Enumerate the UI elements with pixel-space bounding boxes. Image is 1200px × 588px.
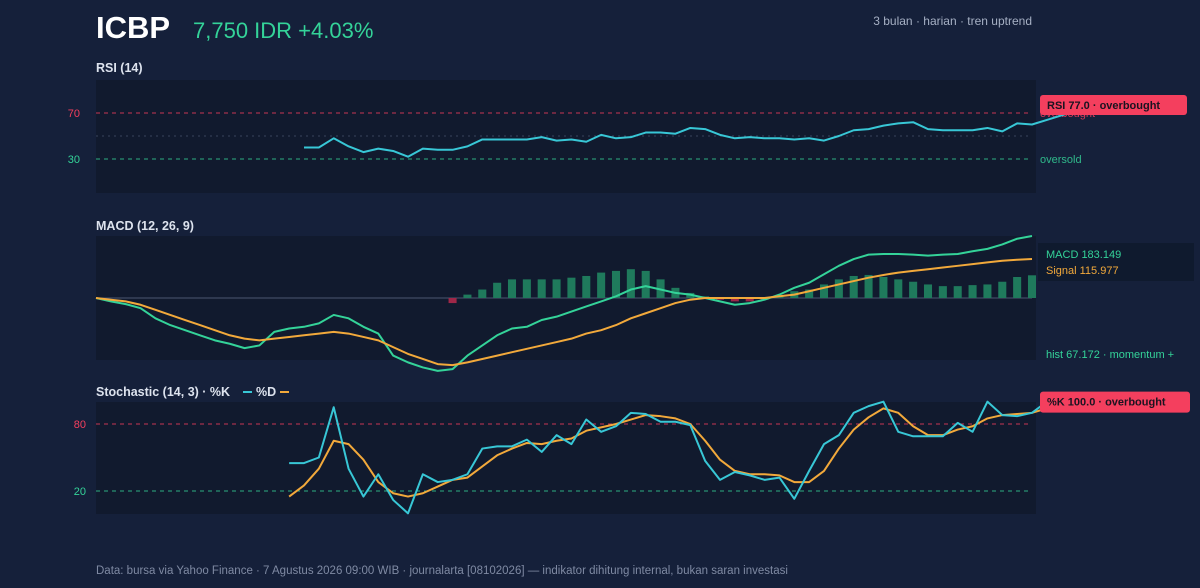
macd-hist-bar xyxy=(1027,275,1037,298)
macd-hist-bar xyxy=(522,279,531,298)
macd-hist-bar xyxy=(819,284,829,298)
stoch-panel xyxy=(96,402,1036,514)
macd-hist-bar xyxy=(626,269,635,298)
stoch-legend: %D xyxy=(243,385,289,399)
macd-hist-bar xyxy=(968,285,977,298)
rsi-badge-text: RSI 77.0 · overbought xyxy=(1047,100,1160,112)
stoch-title-text: Stochastic (14, 3) · %K xyxy=(96,385,230,399)
rsi-tick-30: 30 xyxy=(68,154,80,166)
macd-hist-bar xyxy=(567,277,576,298)
macd-hist-bar xyxy=(611,270,621,298)
macd-hist-bar xyxy=(938,286,947,298)
macd-hist-bar xyxy=(998,281,1007,298)
stoch-line-k xyxy=(289,400,1048,515)
macd-hist-bar xyxy=(849,275,858,298)
macd-value-signal: Signal 115.977 xyxy=(1046,265,1119,277)
macd-hist-bar xyxy=(953,286,962,298)
macd-value-macd: MACD 183.149 xyxy=(1046,249,1121,261)
macd-hist-bar xyxy=(745,298,754,302)
macd-hist-bar xyxy=(507,279,517,298)
stoch-plot: 80 20 %K 100.0 · overbought xyxy=(74,391,1190,515)
macd-hist-bar xyxy=(730,298,739,302)
rsi-title: RSI (14) xyxy=(96,61,143,75)
macd-hist-bar xyxy=(448,298,457,304)
macd-line-signal xyxy=(95,258,1033,367)
macd-hist-bar xyxy=(597,272,606,298)
stoch-legend-d-label: %D xyxy=(256,385,276,399)
stoch-badge-text: %K 100.0 · overbought xyxy=(1047,397,1166,409)
macd-hist-bar xyxy=(834,279,843,298)
macd-title: MACD (12, 26, 9) xyxy=(96,219,194,233)
macd-value-box xyxy=(1038,243,1194,281)
macd-hist-bar xyxy=(894,279,903,298)
macd-hist-bar xyxy=(879,276,888,298)
price-change: 7,750 IDR +4.03% xyxy=(193,18,373,43)
stoch-title: Stochastic (14, 3) · %K xyxy=(96,385,230,399)
macd-hist-label: hist 67.172 · momentum + xyxy=(1046,349,1174,361)
macd-hist-bar xyxy=(1013,276,1022,298)
stoch-badge xyxy=(1040,391,1190,413)
macd-hist-bar xyxy=(864,274,873,298)
macd-hist-bar xyxy=(641,270,650,298)
ticker-symbol: ICBP xyxy=(96,10,170,45)
rsi-tick-70: 70 xyxy=(68,108,80,120)
macd-plot: MACD 183.149 Signal 115.977 hist 67.172 · … xyxy=(95,235,1194,372)
macd-hist-bar xyxy=(805,289,814,298)
macd-hist-bar xyxy=(493,282,502,298)
macd-hist-bar xyxy=(478,289,487,298)
macd-hist-bar xyxy=(983,284,992,298)
macd-hist-bar xyxy=(552,279,561,298)
chart-meta: 3 bulan · harian · tren uptrend xyxy=(873,14,1032,28)
rsi-plot: 70overbought30oversoldRSI 77.0 · overbou… xyxy=(68,94,1187,166)
rsi-line xyxy=(304,104,1092,158)
macd-hist-bar xyxy=(582,275,591,298)
footer-note: Data: bursa via Yahoo Finance · 7 Agustu… xyxy=(96,565,788,577)
macd-hist-bar xyxy=(923,284,933,298)
rsi-side-30: oversold xyxy=(1040,154,1082,166)
macd-hist-bar xyxy=(463,294,472,298)
stoch-tick-20: 20 xyxy=(74,486,86,498)
macd-line-macd xyxy=(95,235,1033,372)
stoch-tick-80: 80 xyxy=(74,419,86,431)
macd-hist-bar xyxy=(537,279,546,298)
macd-hist-bar xyxy=(909,281,918,298)
rsi-badge xyxy=(1040,94,1187,115)
